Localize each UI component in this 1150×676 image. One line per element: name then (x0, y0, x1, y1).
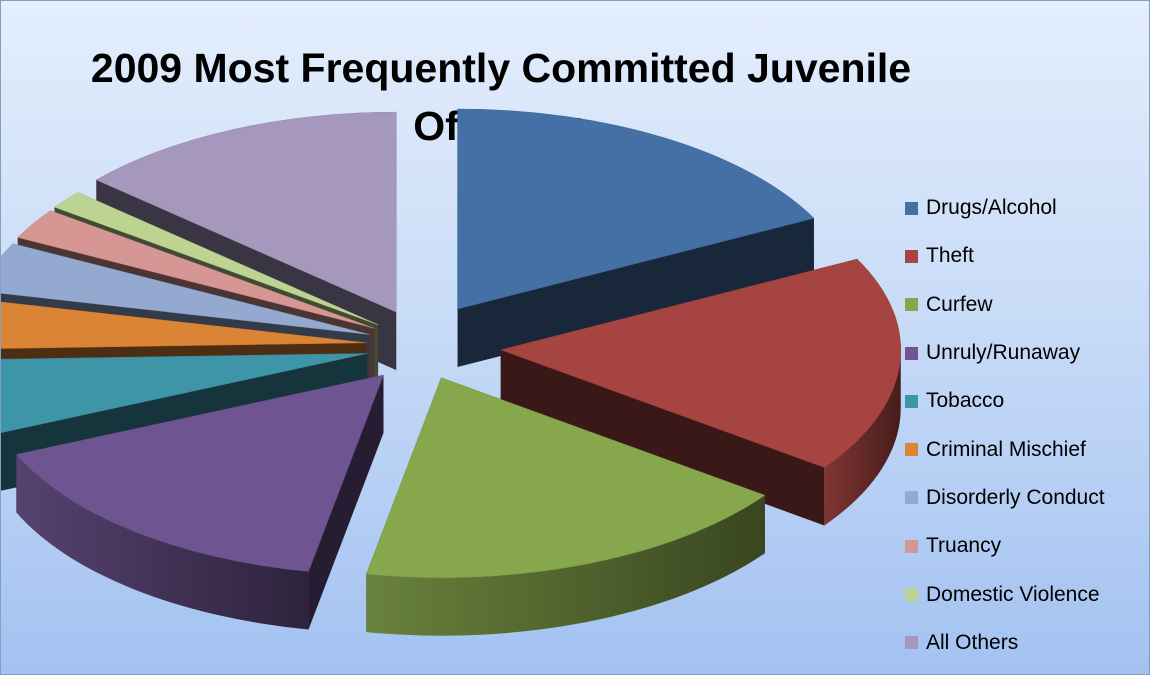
legend-label: Unruly/Runaway (926, 341, 1081, 365)
legend-swatch (905, 539, 918, 553)
legend-label: Criminal Mischief (926, 437, 1086, 461)
legend-swatch (905, 491, 918, 505)
legend-swatch (905, 588, 918, 602)
legend-label: Truancy (926, 534, 1002, 558)
legend-label: Drugs/Alcohol (926, 196, 1057, 220)
legend-label: Tobacco (926, 389, 1005, 413)
legend-item-drugs-alcohol: Drugs/Alcohol (905, 184, 1105, 232)
legend-swatch (905, 443, 918, 457)
legend-label: Disorderly Conduct (926, 485, 1105, 509)
pie-slice-curfew (365, 377, 766, 636)
legend-label: Curfew (926, 292, 993, 316)
legend-label: Domestic Violence (926, 582, 1100, 606)
legend-label: Theft (926, 244, 974, 268)
legend-item-unruly-runaway: Unruly/Runaway (905, 329, 1105, 377)
legend: Drugs/Alcohol Theft Curfew Unruly/Runaway To… (905, 184, 1105, 667)
legend-swatch (905, 346, 918, 360)
legend-item-domestic-violence: Domestic Violence (905, 570, 1105, 618)
legend-item-curfew: Curfew (905, 281, 1105, 329)
pie-slice-unruly-runaway (15, 374, 384, 630)
legend-item-tobacco: Tobacco (905, 377, 1105, 425)
legend-item-theft: Theft (905, 232, 1105, 280)
legend-item-all-others: All Others (905, 619, 1105, 667)
legend-swatch (905, 636, 918, 650)
legend-item-disorderly-conduct: Disorderly Conduct (905, 474, 1105, 522)
pie-slice-drugs-alcohol (457, 108, 815, 367)
legend-item-criminal-mischief: Criminal Mischief (905, 425, 1105, 473)
legend-swatch (905, 249, 918, 263)
legend-swatch (905, 298, 918, 312)
legend-item-truancy: Truancy (905, 522, 1105, 570)
legend-swatch (905, 201, 918, 215)
legend-swatch (905, 394, 918, 408)
pie-slice-theft (499, 258, 901, 526)
legend-label: All Others (926, 630, 1019, 654)
